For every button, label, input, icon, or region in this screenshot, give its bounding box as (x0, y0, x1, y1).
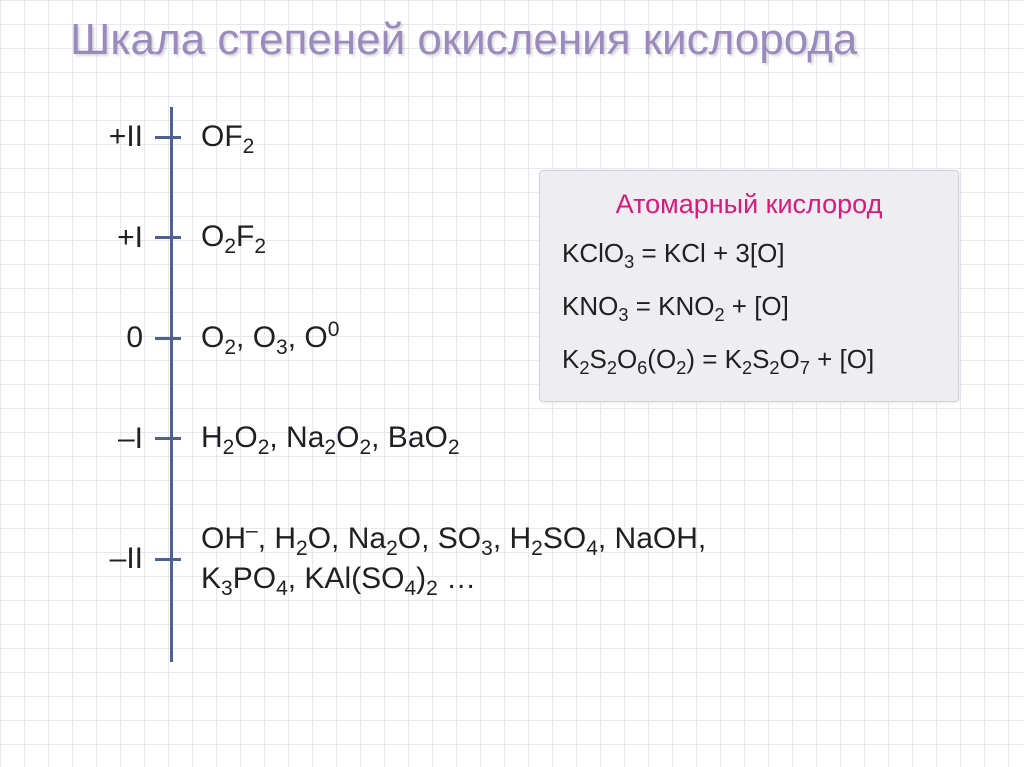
slide-title: Шкала степеней окисления кислорода (0, 0, 1024, 67)
scale-row: –II OH–, H2O, Na2O, SO3, H2SO4, NaOH, K3… (85, 519, 721, 600)
oxidation-state: –II (85, 542, 155, 576)
tick-icon (155, 437, 181, 440)
oxidation-state: –I (85, 422, 155, 456)
scale-row: –I H2O2, Na2O2, BaO2 (85, 418, 721, 459)
scale-row: +I O2F2 (85, 217, 721, 258)
scale-row: +II OF2 (85, 117, 721, 158)
oxidation-state: +I (85, 221, 155, 255)
compounds: OF2 (181, 117, 254, 158)
oxidation-state: +II (85, 120, 155, 154)
scale-row: 0 O2, O3, O0 (85, 318, 721, 359)
tick-icon (155, 558, 181, 561)
compounds: H2O2, Na2O2, BaO2 (181, 418, 460, 459)
compounds: O2, O3, O0 (181, 318, 339, 359)
tick-icon (155, 136, 181, 139)
tick-icon (155, 337, 181, 340)
compounds: OH–, H2O, Na2O, SO3, H2SO4, NaOH, K3PO4,… (181, 519, 721, 600)
tick-icon (155, 236, 181, 239)
axis-line (170, 107, 173, 662)
compounds: O2F2 (181, 217, 266, 258)
oxidation-state: 0 (85, 321, 155, 355)
